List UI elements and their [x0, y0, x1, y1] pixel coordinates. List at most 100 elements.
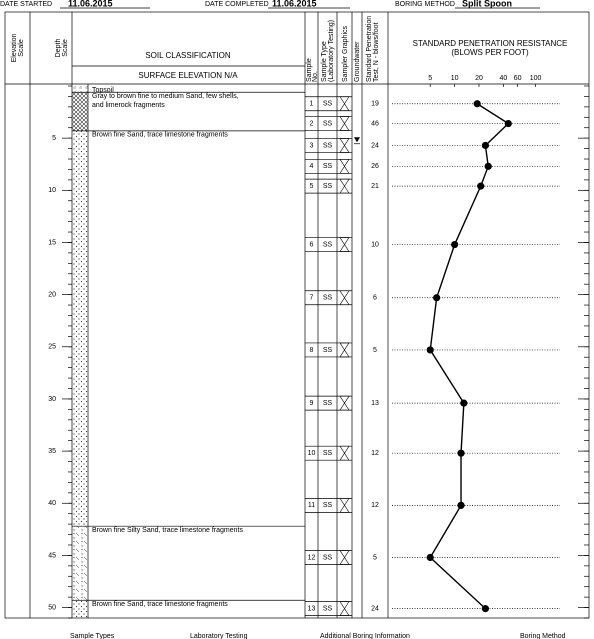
n-value: 13 — [371, 400, 379, 407]
sample-no: 13 — [308, 605, 316, 612]
sample-no: 12 — [308, 554, 316, 561]
sampler-graphic — [339, 601, 350, 616]
depth-label: 20 — [48, 291, 56, 298]
soil-description: and limerock fragments — [92, 102, 165, 109]
sample-type: SS — [323, 295, 333, 302]
footer-label: Boring Method — [520, 633, 566, 639]
n-value: 6 — [373, 295, 377, 302]
n-point — [451, 240, 459, 249]
sample-type: SS — [323, 400, 333, 407]
n-value: 10 — [371, 241, 379, 248]
chart-title: STANDARD PENETRATION RESISTANCE — [413, 39, 568, 48]
sample-type: SS — [323, 450, 333, 457]
n-value: 19 — [371, 101, 379, 108]
soil-graphic — [72, 92, 88, 131]
sampler-graphic — [339, 159, 350, 174]
soil-graphic — [72, 600, 88, 618]
sample-no: 2 — [310, 120, 314, 127]
sample-no: 4 — [310, 163, 314, 170]
x-tick-label: 5 — [428, 75, 432, 82]
sample-no: 6 — [310, 241, 314, 248]
depth-label: 25 — [48, 344, 56, 351]
sample-no: 11 — [308, 502, 315, 509]
n-point — [473, 100, 481, 108]
x-tick-label: 60 — [514, 75, 522, 82]
column-header: Sample Type — [321, 41, 328, 82]
label: BORING METHOD — [395, 1, 455, 8]
soil-description: Gray to brown fine to medium Sand, few s… — [92, 93, 239, 100]
x-tick-label: 20 — [475, 75, 483, 82]
sample-no: 8 — [310, 347, 314, 354]
n-value: 5 — [373, 347, 377, 354]
n-value: 21 — [371, 183, 379, 190]
n-point — [481, 141, 490, 150]
footer-label: Laboratory Testing — [190, 633, 248, 639]
n-value: 5 — [373, 554, 377, 561]
soil-description: Brown fine Sand, trace limestone fragmen… — [92, 601, 228, 608]
header: SOIL CLASSIFICATION — [145, 51, 231, 60]
column-header: Standard Penetration — [366, 16, 373, 82]
column-header: (Laboratory Testing) — [328, 20, 335, 82]
soil-graphic — [72, 86, 88, 93]
x-tick-label: 100 — [530, 75, 542, 82]
sampler-graphic — [339, 550, 350, 565]
soil-description: Brown fine Silty Sand, trace limestone f… — [92, 527, 243, 534]
column-header: Scale — [62, 39, 69, 57]
sample-no: 10 — [308, 450, 316, 457]
sampler-graphic — [339, 395, 350, 411]
sample-no: 9 — [310, 400, 314, 407]
n-point — [477, 182, 485, 190]
depth-label: 5 — [52, 135, 56, 142]
n-point — [460, 399, 468, 407]
sample-type: SS — [323, 163, 333, 170]
value: 11.06.2015 — [272, 0, 317, 8]
footer-label: Additional Boring Information — [320, 633, 410, 639]
sample-no: 3 — [310, 142, 314, 149]
footer-label: Sample Types — [70, 633, 115, 639]
n-profile — [429, 103, 510, 610]
column-header: Test, N - blows/foot — [373, 22, 380, 82]
sampler-graphic — [339, 342, 350, 358]
x-tick-label: 40 — [499, 75, 507, 82]
chart-title: (BLOWS PER FOOT) — [451, 48, 529, 57]
label: DATE STARTED — [0, 1, 52, 8]
sampler-graphic — [339, 138, 350, 153]
n-point — [426, 346, 434, 354]
n-value: 12 — [371, 450, 379, 457]
sample-type: SS — [323, 554, 333, 561]
column-header: Elevation — [11, 33, 18, 62]
sample-type: SS — [323, 502, 333, 509]
column-header: Groundwater — [354, 41, 361, 82]
sample-type: SS — [323, 183, 333, 190]
n-point — [426, 553, 434, 562]
sample-type: SS — [323, 605, 333, 612]
sample-type: SS — [323, 347, 333, 354]
soil-graphic — [72, 130, 88, 527]
x-tick-label: 10 — [451, 75, 459, 82]
groundwater-marker — [354, 137, 360, 143]
n-point — [433, 294, 441, 302]
sampler-graphic — [339, 237, 350, 252]
n-value: 26 — [371, 163, 379, 170]
n-point — [481, 605, 490, 613]
n-value: 24 — [371, 142, 379, 149]
sampler-graphic — [339, 178, 350, 194]
depth-label: 30 — [48, 396, 56, 403]
sample-type: SS — [323, 120, 333, 127]
label: DATE COMPLETED — [205, 1, 269, 8]
n-point — [457, 449, 465, 457]
sampler-graphic — [339, 445, 350, 461]
sample-type: SS — [323, 142, 333, 149]
sample-type: SS — [323, 241, 333, 248]
sampler-graphic — [339, 116, 350, 131]
depth-label: 45 — [48, 552, 56, 559]
depth-label: 15 — [48, 239, 56, 246]
depth-label: 50 — [48, 604, 56, 611]
sample-no: 1 — [310, 101, 314, 108]
soil-description: Topsoil — [92, 87, 114, 94]
n-point — [504, 119, 512, 128]
depth-label: 10 — [48, 187, 56, 194]
sample-no: 5 — [310, 183, 314, 190]
n-point — [457, 501, 465, 509]
